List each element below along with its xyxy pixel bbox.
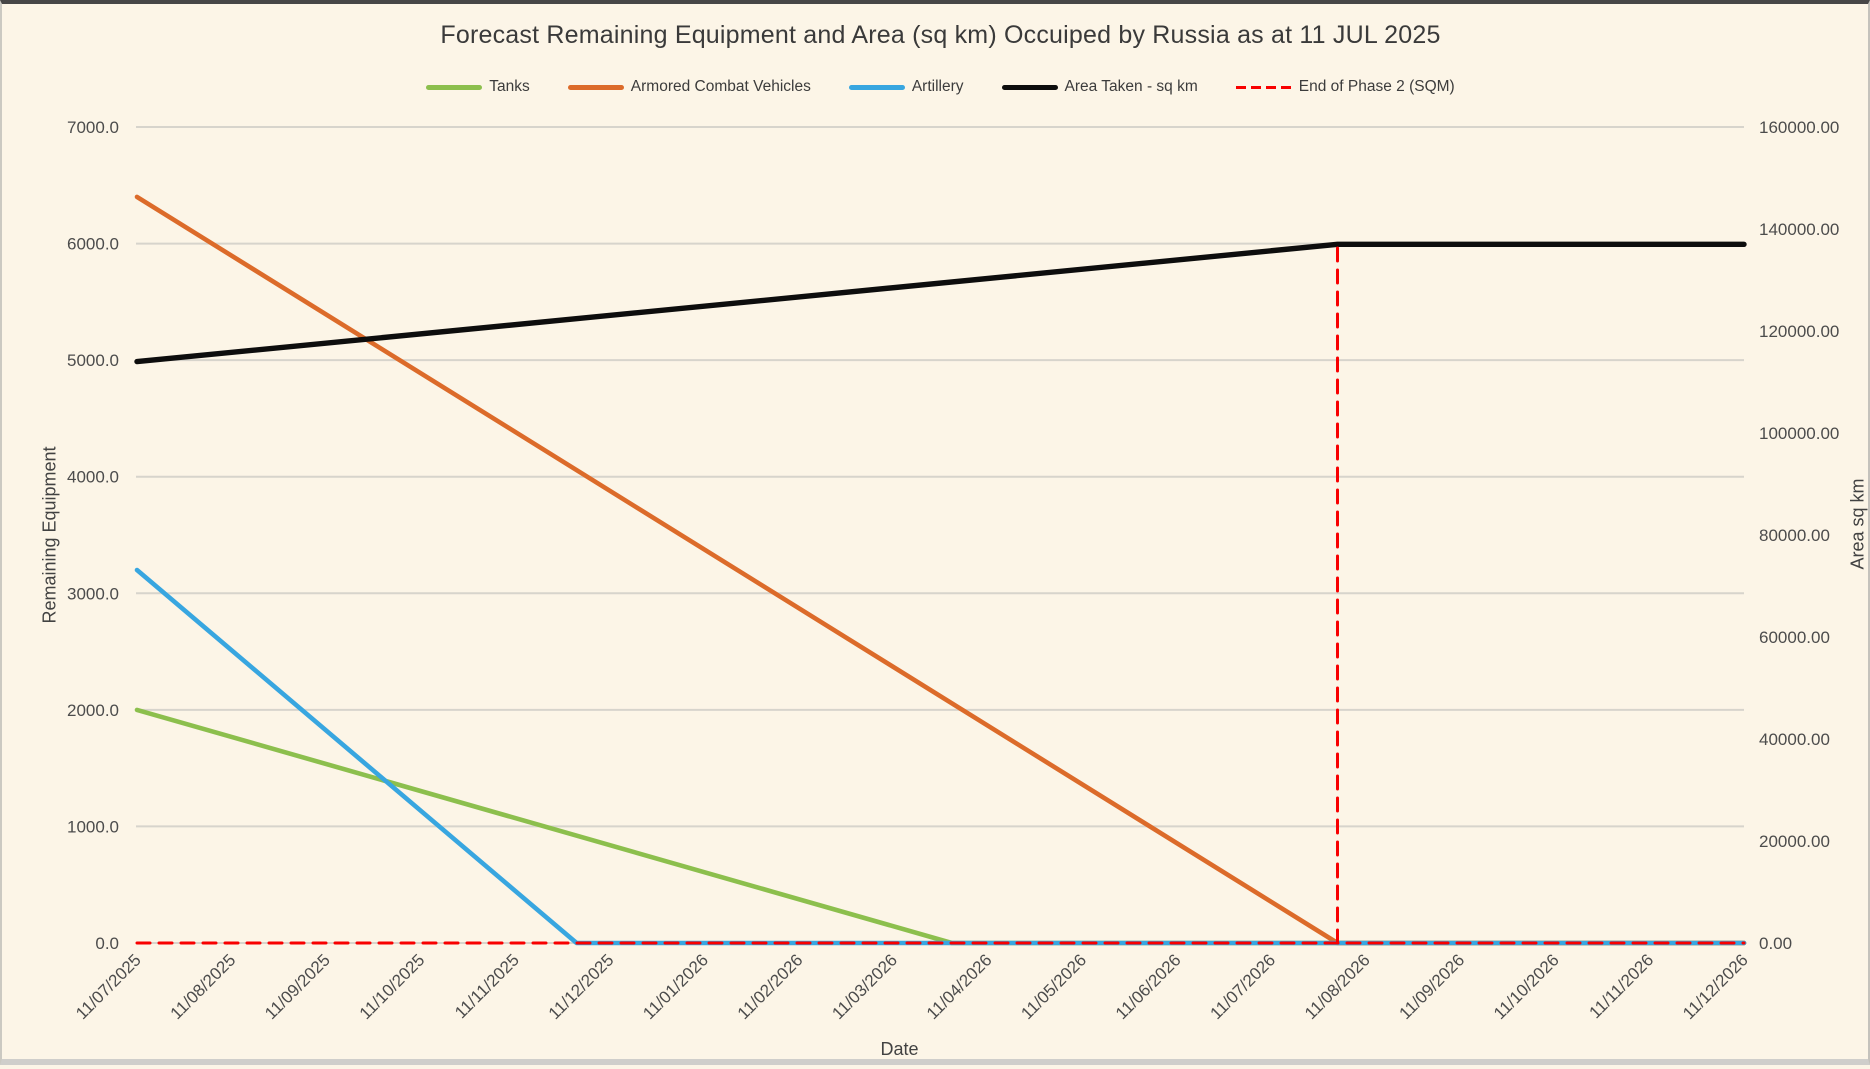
x-tick-label: 11/04/2026 [923, 950, 996, 1023]
y-right-tick-label: 20000.00 [1759, 832, 1830, 851]
x-tick-label: 11/08/2025 [167, 950, 240, 1023]
legend-swatch-tanks [426, 84, 483, 90]
legend-label-armored-combat-vehicles: Armored Combat Vehicles [630, 78, 811, 95]
legend-label-tanks: Tanks [489, 78, 530, 95]
series-line-armored-combat-vehicles [134, 194, 1747, 946]
legend-item-area-taken-sq-km: Area Taken - sq km [1001, 78, 1198, 96]
y-right-tick-label: 120000.00 [1759, 322, 1839, 341]
legend-item-artillery: Artillery [848, 78, 964, 96]
x-axis-title: Date [880, 1039, 919, 1059]
x-tick-label: 11/10/2025 [356, 950, 429, 1023]
x-tick-label: 11/09/2026 [1396, 950, 1469, 1023]
series-line-artillery [134, 567, 1747, 946]
legend-label-end-of-phase-2-sqm: End of Phase 2 (SQM) [1298, 78, 1455, 95]
y-left-tick-label: 2000.0 [67, 701, 119, 720]
x-tick-label: 11/02/2026 [734, 950, 807, 1023]
x-tick-label: 11/06/2026 [1112, 950, 1185, 1023]
x-tick-label: 11/07/2026 [1206, 950, 1279, 1023]
y-axis-title-right: Area sq km [1847, 478, 1868, 570]
legend-item-end-of-phase-2-sqm: End of Phase 2 (SQM) [1235, 78, 1455, 96]
series-line-area-taken-sq-km [134, 241, 1747, 365]
y-axis-title-left: Remaining Equipment [39, 446, 60, 624]
x-tick-label: 11/05/2026 [1017, 950, 1090, 1023]
legend-label-area-taken-sq-km: Area Taken - sq km [1064, 78, 1198, 95]
x-tick-label: 11/11/2025 [451, 950, 523, 1022]
y-left-tick-label: 1000.0 [67, 817, 119, 836]
y-right-tick-label: 0.00 [1759, 934, 1792, 953]
y-left-tick-label: 5000.0 [67, 351, 119, 370]
legend: Tanks Armored Combat Vehicles Artillery Are… [137, 78, 1744, 96]
y-left-tick-label: 0.0 [95, 934, 119, 953]
legend-swatch-end-of-phase-2-sqm [1235, 85, 1292, 89]
y-left-tick-label: 6000.0 [67, 235, 119, 254]
x-tick-label: 11/12/2025 [545, 950, 618, 1023]
y-left-tick-label: 7000.0 [67, 118, 119, 137]
legend-item-armored-combat-vehicles: Armored Combat Vehicles [567, 78, 811, 96]
y-right-tick-label: 80000.00 [1759, 526, 1830, 545]
chart-title: Forecast Remaining Equipment and Area (s… [440, 21, 1441, 49]
x-tick-label: 11/08/2026 [1301, 950, 1374, 1023]
y-left-tick-label: 3000.0 [67, 584, 119, 603]
y-right-tick-label: 160000.00 [1759, 118, 1839, 137]
legend-swatch-artillery [848, 84, 905, 90]
x-tick-label: 11/12/2026 [1679, 950, 1752, 1023]
legend-swatch-area-taken-sq-km [1001, 84, 1058, 90]
y-right-tick-label: 140000.00 [1759, 220, 1839, 239]
x-tick-label: 11/11/2026 [1585, 950, 1657, 1022]
y-right-tick-label: 40000.00 [1759, 730, 1830, 749]
x-tick-label: 11/07/2025 [72, 950, 145, 1023]
x-tick-label: 11/10/2026 [1490, 950, 1563, 1023]
y-left-tick-label: 4000.0 [67, 468, 119, 487]
x-tick-label: 11/03/2026 [828, 950, 901, 1023]
legend-swatch-armored-combat-vehicles [567, 84, 624, 90]
y-right-tick-label: 60000.00 [1759, 628, 1830, 647]
legend-item-tanks: Tanks [426, 78, 530, 96]
x-tick-label: 11/01/2026 [639, 950, 712, 1023]
plot-area: 0.0 1000.0 2000.0 3000.0 4000.0 5000.0 6000.0 7… [67, 118, 1839, 1023]
legend-label-artillery: Artillery [911, 78, 964, 95]
y-right-tick-label: 100000.00 [1759, 424, 1839, 443]
x-tick-label: 11/09/2025 [261, 950, 334, 1023]
